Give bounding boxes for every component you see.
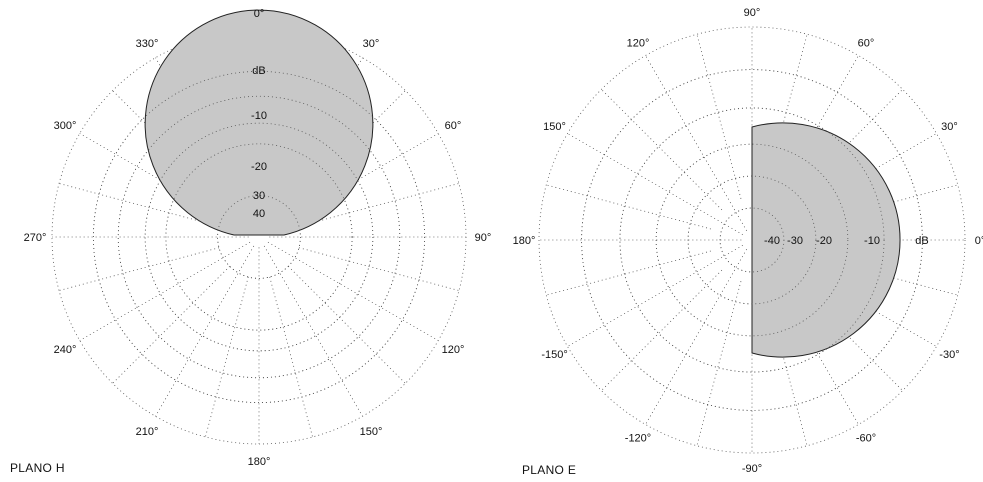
angle-label-e-11: -30° xyxy=(939,349,959,361)
grid-spoke-h-14 xyxy=(155,245,255,417)
angle-label-e-1: 30° xyxy=(941,121,958,133)
grid-spoke-h-16 xyxy=(79,241,251,341)
grid-spoke-e-22 xyxy=(761,244,937,347)
grid-spoke-e-15 xyxy=(601,269,723,391)
angle-label-h-10: 300° xyxy=(54,120,77,132)
grid-spoke-e-9 xyxy=(601,89,723,211)
grid-spoke-h-8 xyxy=(267,241,439,341)
grid-spoke-h-15 xyxy=(112,265,231,384)
angle-label-h-4: 120° xyxy=(442,344,465,356)
grid-spoke-e-13 xyxy=(546,250,711,296)
grid-spoke-e-10 xyxy=(567,133,743,236)
grid-spoke-e-4 xyxy=(756,55,859,231)
angle-label-h-2: 60° xyxy=(445,120,462,132)
angle-label-h-1: 30° xyxy=(363,38,380,50)
radial-tick-h-1: -20 xyxy=(251,161,267,173)
grid-spoke-h-17 xyxy=(58,247,220,291)
grid-spoke-e-20 xyxy=(756,249,859,425)
radial-unit-e: dB xyxy=(915,235,928,247)
grid-ring-over-e-4 xyxy=(581,69,923,411)
grid-ring-over-h-1 xyxy=(165,143,353,331)
angle-label-h-11: 330° xyxy=(136,38,159,50)
radiation-lobe-e xyxy=(751,122,901,358)
radiation-lobe-h xyxy=(144,9,374,236)
angle-label-e-10: -60° xyxy=(856,432,876,444)
angle-label-e-4: 120° xyxy=(627,38,650,50)
angle-label-h-7: 210° xyxy=(136,426,159,438)
chart-title-e: PLANO E xyxy=(522,463,576,477)
grid-ring-over-e-2 xyxy=(655,143,849,337)
grid-spoke-h-7 xyxy=(298,247,460,291)
angle-label-h-5: 150° xyxy=(360,426,383,438)
grid-spoke-h-11 xyxy=(269,276,313,438)
angle-label-e-2: 60° xyxy=(858,38,875,50)
grid-ring-over-h-0 xyxy=(217,195,301,279)
grid-spoke-e-2 xyxy=(761,133,937,236)
angle-label-h-0: 0° xyxy=(254,8,265,20)
grid-ring-over-e-0 xyxy=(719,207,785,273)
grid-spoke-e-7 xyxy=(696,34,742,199)
angle-label-h-8: 240° xyxy=(54,344,77,356)
radial-tick-h-0: -10 xyxy=(251,110,267,122)
grid-spoke-h-10 xyxy=(263,245,363,417)
angle-label-e-6: 180° xyxy=(513,235,536,247)
radial-tick-e-0: -40 xyxy=(764,235,780,247)
angle-label-e-3: 90° xyxy=(744,7,761,19)
radial-unit-h: dB xyxy=(252,65,265,77)
grid-ring-over-e-3 xyxy=(619,107,885,373)
grid-spoke-h-9 xyxy=(287,265,406,384)
angle-label-h-6: 180° xyxy=(248,456,271,468)
angle-label-e-9: -90° xyxy=(742,463,762,475)
grid-spoke-e-11 xyxy=(546,184,711,230)
radial-tick-e-3: -10 xyxy=(864,235,880,247)
chart-title-h: PLANO H xyxy=(10,461,65,475)
grid-ring-over-h-3 xyxy=(117,95,401,379)
grid-spoke-e-14 xyxy=(567,244,743,347)
angle-label-h-3: 90° xyxy=(475,232,492,244)
radial-tick-e-1: -30 xyxy=(787,235,803,247)
grid-spoke-e-17 xyxy=(696,281,742,446)
angle-label-e-7: -150° xyxy=(541,349,567,361)
radial-tick-h-2: 30 xyxy=(253,190,265,202)
angle-label-e-8: -120° xyxy=(625,432,651,444)
grid-spoke-e-8 xyxy=(645,55,748,231)
angle-label-e-5: 150° xyxy=(543,121,566,133)
angle-label-h-9: 270° xyxy=(24,232,47,244)
grid-spoke-e-16 xyxy=(645,249,748,425)
grid-ring-over-h-4 xyxy=(92,70,426,404)
radial-tick-h-3: 40 xyxy=(253,208,265,220)
grid-ring-over-e-1 xyxy=(687,175,817,305)
grid-spoke-h-13 xyxy=(205,276,249,438)
radial-tick-e-2: -20 xyxy=(816,235,832,247)
outer-ring-e xyxy=(538,26,966,454)
grid-ring-over-h-2 xyxy=(144,122,374,352)
angle-label-e-0: 0° xyxy=(975,235,983,247)
